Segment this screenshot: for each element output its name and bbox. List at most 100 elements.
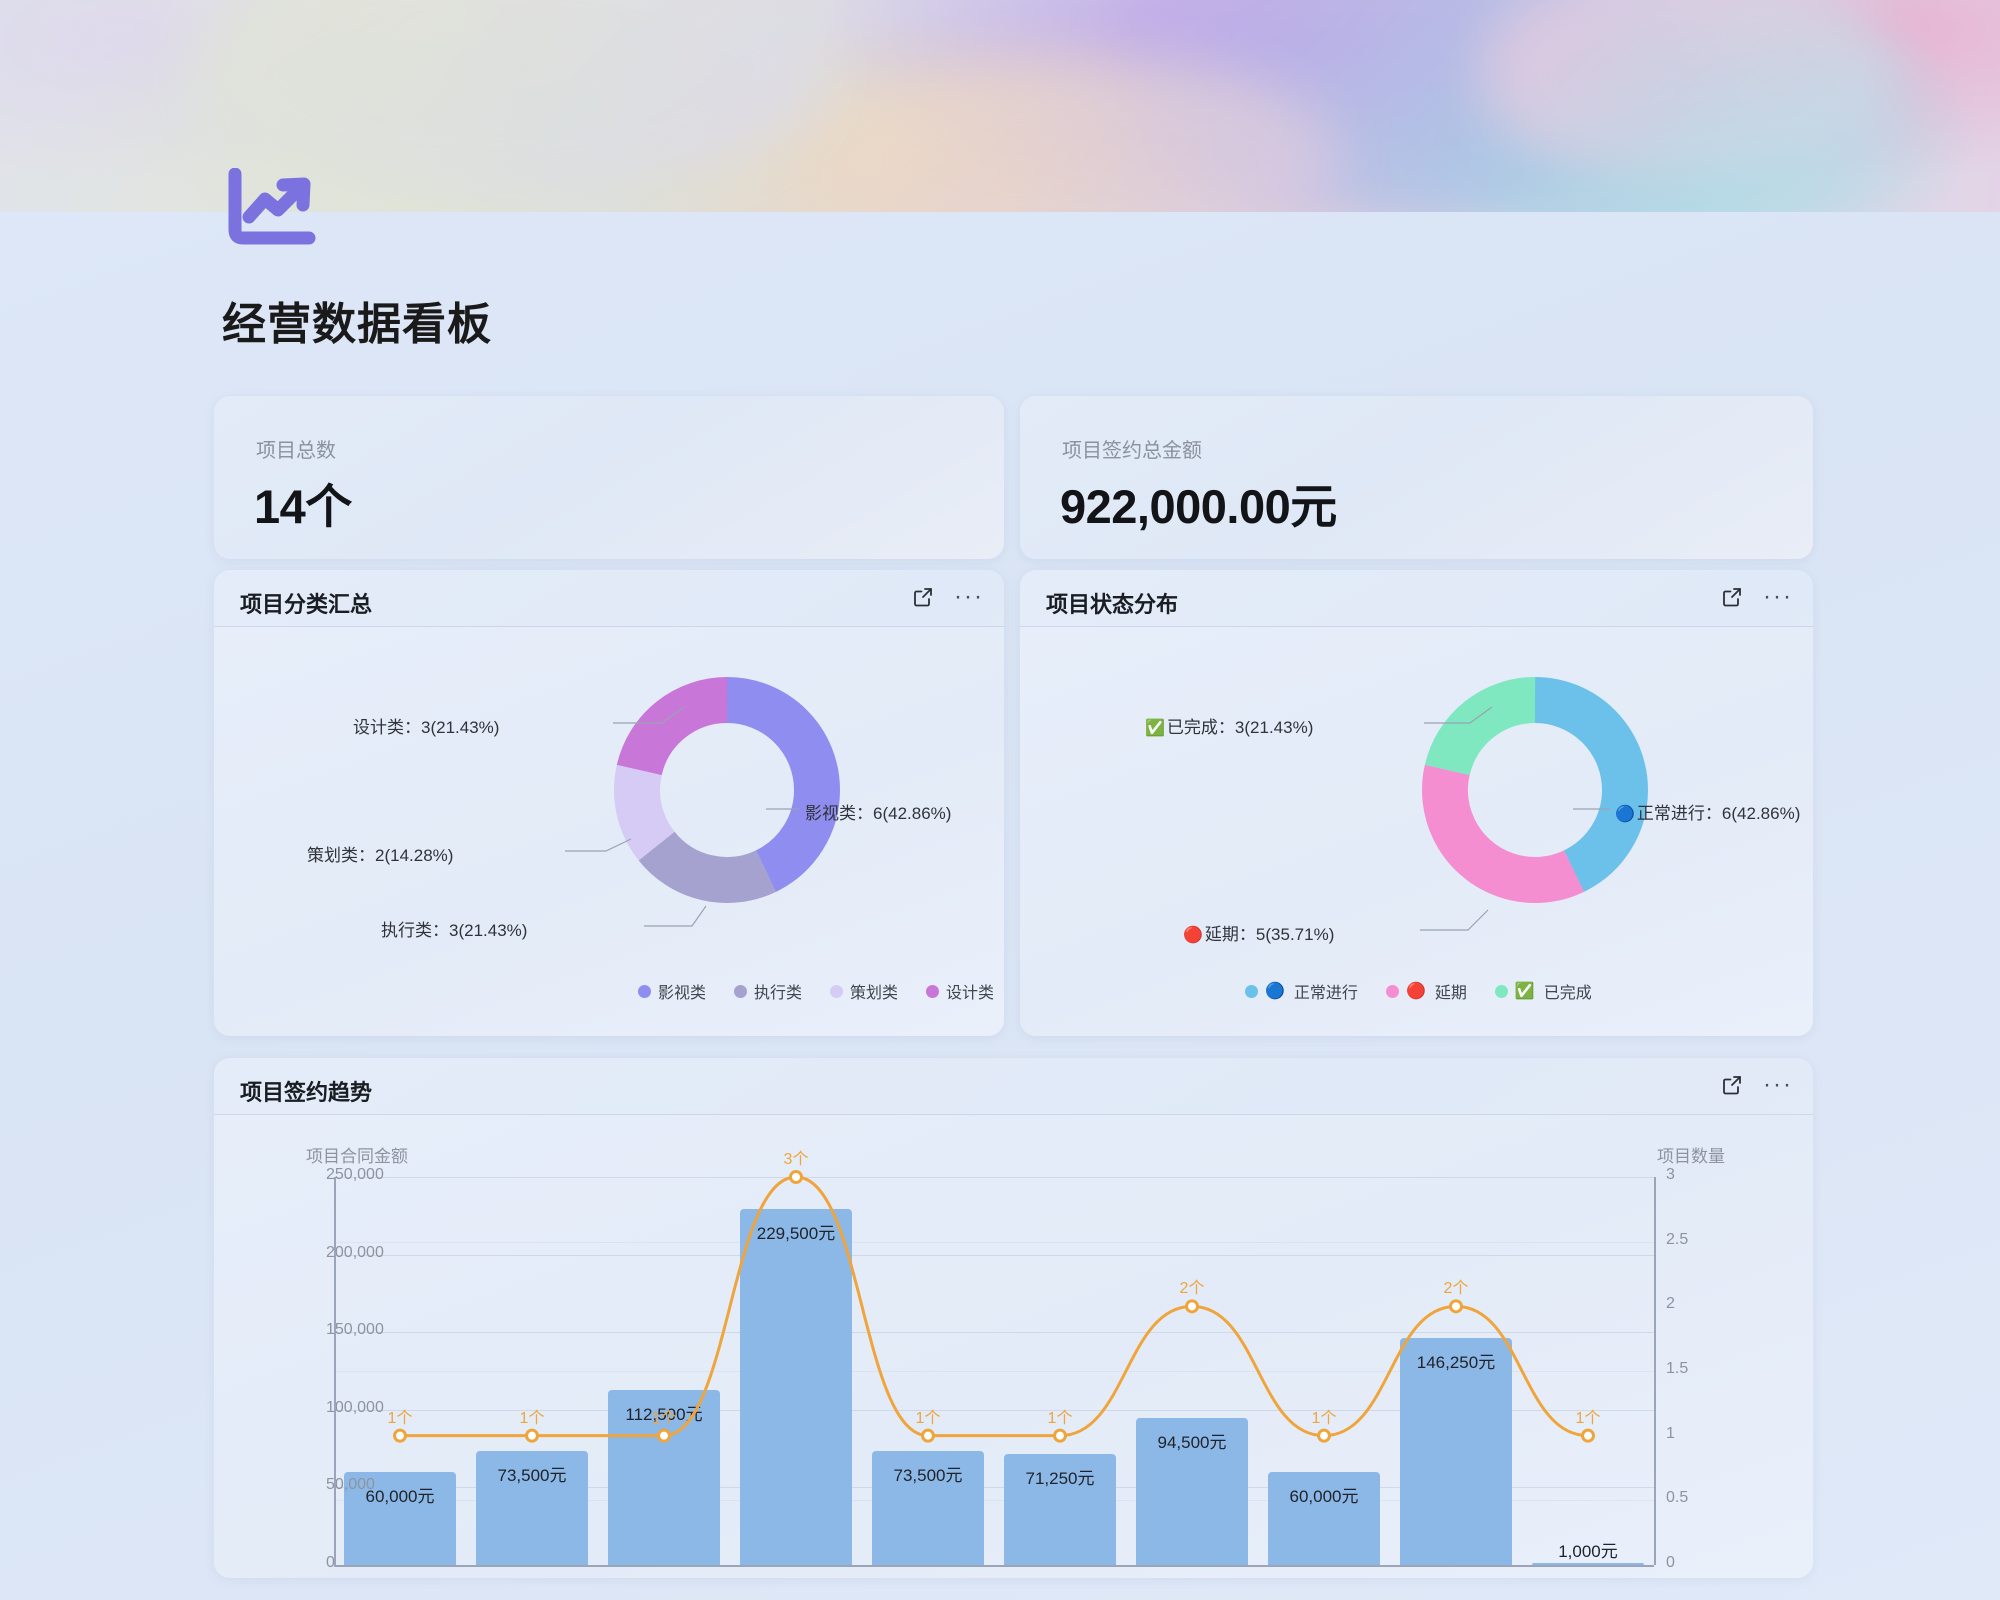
more-horizontal-icon[interactable]: ··· [954,583,984,610]
card-actions: ··· [1719,584,1793,610]
chart-trend-up-icon [225,167,317,246]
pie-label-text: 正常进行：6(42.86%) [1636,804,1801,823]
y-tick-right: 2 [1666,1295,1675,1313]
x-axis-line [334,1565,1654,1567]
external-link-icon[interactable] [1719,584,1745,610]
bar[interactable] [1004,1454,1116,1565]
gridline-minor [334,1371,1654,1372]
card-signing-trend: 项目签约趋势 ··· 项目合同金额 项目数量 60,000元 73,500元 112… [214,1058,1813,1578]
bar-value-label: 229,500元 [756,1223,836,1243]
donut-chart-status[interactable] [1420,675,1650,905]
legend-label: 设计类 [946,985,995,1002]
bar[interactable] [344,1471,456,1565]
pie-label-text: 已完成：3(21.43%) [1166,718,1314,737]
red-circle-emoji-icon: 🔴 [1183,927,1203,944]
pie-data-label-2: ✅ 已完成：3(21.43%) [1145,713,1313,738]
card-actions: ··· [910,584,984,610]
bar[interactable] [1532,1563,1644,1565]
legend-dot-icon [830,984,844,998]
legend-dot-icon [1494,984,1508,998]
legend-label: 正常进行 [1293,985,1358,1002]
trend-line [393,1170,1595,1443]
bar-value-label: 60,000元 [1289,1486,1359,1506]
more-horizontal-icon[interactable]: ··· [1763,1071,1793,1098]
legend-dot-icon [926,984,940,998]
kpi-value: 922,000.00元 [1060,480,1337,533]
banner-swirl-2 [1480,0,1900,190]
y-tick-right: 2.5 [1666,1230,1689,1248]
pie-data-label-1: 执行类：3(21.43%) [381,921,528,940]
bar[interactable] [476,1450,588,1565]
bar-value-label: 60,000元 [365,1486,435,1506]
line-value-label: 1个 [915,1409,941,1427]
more-horizontal-icon[interactable]: ··· [1763,583,1793,610]
y-tick-right: 1.5 [1666,1360,1689,1377]
gridline [334,1332,1654,1334]
y-axis-right-title: 项目数量 [1657,1147,1725,1166]
card-actions: ··· [1719,1072,1793,1098]
y-axis-left-line [334,1177,336,1565]
legend-item-3[interactable]: 设计类 [926,979,994,1003]
bar[interactable] [1136,1418,1248,1565]
y-tick-right: 0.5 [1666,1489,1689,1507]
bar-value-label: 73,500元 [497,1465,567,1485]
y-tick-right: 3 [1666,1166,1675,1183]
line-value-label: 2个 [1443,1280,1469,1298]
legend-dot-icon [734,984,748,998]
legend-dot-icon [1245,984,1258,998]
legend-item-0[interactable]: 🔵 正常进行 [1245,979,1358,1003]
card-body: 影视类：6(42.86%) 设计类：3(21.43%) 策划类：2(14.28%… [214,627,1004,1036]
bar-value-label: 112,500元 [625,1405,703,1425]
card-header: 项目分类汇总 ··· [214,570,1004,627]
legend-item-2[interactable]: 策划类 [830,979,898,1003]
gridline-minor [334,1241,1654,1243]
pie-leader-lines [1420,706,1610,931]
card-header: 项目状态分布 ··· [1020,570,1813,627]
legend-label: 延期 [1434,985,1467,1002]
kpi-card-total-projects: 项目总数 14个 [214,396,1004,559]
line-value-label: 1个 [1575,1409,1601,1427]
y-tick-right: 1 [1666,1424,1675,1442]
bar-value-label: 146,250元 [1416,1353,1496,1373]
kpi-value: 14个 [254,480,352,533]
gridline [334,1254,1654,1256]
line-value-label: 1个 [1047,1409,1073,1427]
card-title: 项目签约趋势 [240,1080,373,1105]
line-value-label: 1个 [387,1409,413,1427]
bar[interactable] [872,1450,984,1565]
check-mark-emoji-icon: ✅ [1145,720,1165,737]
bar[interactable] [1268,1471,1380,1565]
card-body: 🔵 正常进行：6(42.86%) ✅ 已完成：3(21.43%) 🔴 延期：5(35.… [1020,627,1813,1036]
card-divider [214,626,1004,627]
bar[interactable] [608,1390,720,1565]
external-link-icon[interactable] [910,584,936,610]
pie-data-label-0: 影视类：6(42.86%) [805,804,952,823]
bar-value-label: 71,250元 [1025,1469,1095,1489]
y-axis-left-title: 项目合同金额 [306,1147,408,1166]
card-divider [1020,626,1813,627]
card-header: 项目签约趋势 ··· [214,1058,1813,1115]
legend-label: 影视类 [658,985,707,1002]
gridline [334,1409,1654,1411]
gridline [334,1487,1654,1489]
legend-status: 🔵 正常进行 🔴 延期 ✅ 已完成 [1245,979,1592,1003]
bar[interactable] [1400,1338,1512,1565]
line-value-label: 1个 [1311,1409,1337,1427]
y-axis-right-line [1654,1177,1656,1565]
legend-dot-icon [638,984,651,998]
donut-chart-category[interactable] [612,675,842,905]
red-circle-emoji-icon: 🔴 [1405,983,1426,1000]
external-link-icon[interactable] [1719,1072,1745,1098]
legend-item-1[interactable]: 🔴 延期 [1385,979,1467,1003]
card-title: 项目分类汇总 [240,592,373,617]
legend-item-0[interactable]: 影视类 [638,979,706,1003]
legend-item-2[interactable]: ✅ 已完成 [1494,979,1592,1003]
legend-item-1[interactable]: 执行类 [734,979,802,1003]
pie-label-text: 延期：5(35.71%) [1204,925,1335,944]
line-value-label: 3个 [783,1151,809,1168]
bar[interactable] [740,1208,852,1565]
card-divider [214,1114,1813,1115]
line-value-label: 1个 [519,1409,545,1427]
legend-label: 执行类 [754,985,803,1002]
plot-area[interactable]: 60,000元 73,500元 112,500元 229,500元 73,500元 71,… [334,1151,1654,1566]
